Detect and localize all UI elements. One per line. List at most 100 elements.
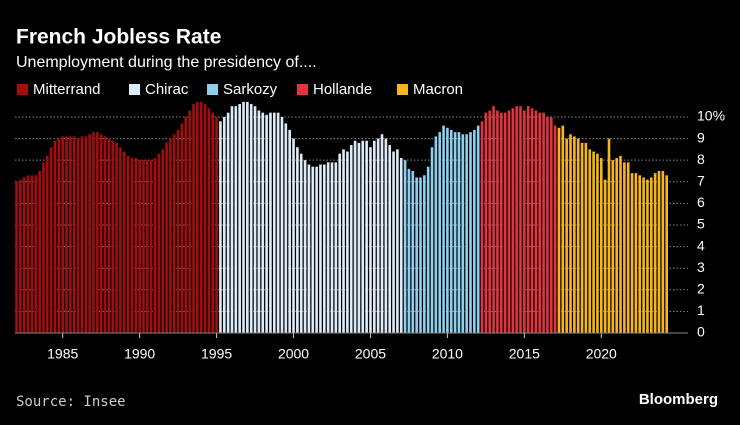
bar <box>380 134 384 333</box>
bar <box>419 177 422 333</box>
bar <box>61 136 65 333</box>
bar <box>249 104 253 333</box>
bar <box>57 138 61 333</box>
bar <box>542 112 545 334</box>
bar <box>615 158 618 333</box>
bar <box>473 129 476 333</box>
bar <box>396 149 399 333</box>
bar <box>196 101 199 333</box>
y-tick-label: 3 <box>697 259 705 275</box>
bar <box>311 166 315 333</box>
chart-title: French Jobless Rate <box>16 26 221 49</box>
bar <box>199 101 203 333</box>
x-tick-label: 1995 <box>201 346 232 362</box>
bar <box>280 116 284 334</box>
bar <box>192 104 195 333</box>
brand: Bloomberg <box>639 391 718 408</box>
bar <box>69 136 72 333</box>
y-tick-label: 9 <box>697 129 705 145</box>
bar <box>388 145 392 333</box>
bar <box>111 140 115 333</box>
bar <box>92 132 95 333</box>
bar <box>569 134 572 333</box>
bar <box>642 177 645 333</box>
bar <box>565 138 568 333</box>
bar <box>511 108 515 333</box>
bar <box>84 136 88 333</box>
bar <box>492 106 495 333</box>
x-tick-label: 2015 <box>509 346 540 362</box>
bar <box>42 162 45 333</box>
legend-label: Sarkozy <box>223 81 278 98</box>
bar <box>361 140 365 333</box>
y-tick-label: 2 <box>697 280 705 296</box>
y-tick-label: 1 <box>697 302 705 318</box>
bar <box>338 153 341 333</box>
bar <box>457 132 461 333</box>
legend-label: Chirac <box>145 81 189 98</box>
bar <box>580 142 584 333</box>
bar <box>649 177 653 333</box>
bar <box>619 155 622 333</box>
bar <box>561 125 565 333</box>
bar <box>588 149 592 333</box>
bar <box>665 175 668 333</box>
bar <box>257 110 261 334</box>
bar <box>138 160 141 333</box>
y-tick-label: 7 <box>697 172 705 188</box>
bar <box>523 110 526 334</box>
bar <box>242 101 245 333</box>
bar <box>365 140 368 333</box>
y-tick-label: 8 <box>697 151 705 167</box>
bar <box>292 138 295 333</box>
bar <box>557 127 561 333</box>
source: Source: Insee <box>16 394 126 410</box>
bar <box>207 108 211 333</box>
bar <box>657 170 661 333</box>
bar <box>203 104 207 333</box>
chart-subtitle: Unemployment during the presidency of...… <box>16 54 317 71</box>
bar <box>322 164 326 333</box>
bar <box>153 158 157 333</box>
bar <box>88 134 91 333</box>
bar <box>142 160 145 333</box>
bar <box>553 125 557 333</box>
bar <box>519 106 522 333</box>
bar <box>384 138 388 333</box>
bar <box>484 112 488 334</box>
bar <box>30 175 34 333</box>
y-tick-label: 10% <box>697 108 725 124</box>
bar <box>530 108 534 333</box>
bar <box>549 116 553 334</box>
bar <box>49 147 53 333</box>
bar <box>65 136 68 333</box>
bar <box>476 125 480 333</box>
bar <box>26 175 30 333</box>
bar <box>603 179 607 333</box>
bar <box>284 123 288 333</box>
bar <box>411 170 415 333</box>
legend-swatch <box>207 84 218 95</box>
bar <box>161 149 165 333</box>
x-tick-label: 2020 <box>586 346 617 362</box>
bar <box>238 104 241 333</box>
bar <box>392 151 395 333</box>
bar <box>176 129 180 333</box>
bar <box>130 158 134 333</box>
bar <box>272 112 276 334</box>
bar <box>430 147 434 333</box>
bar <box>576 138 580 333</box>
bar <box>634 173 638 333</box>
bar <box>596 153 599 333</box>
bar <box>107 138 111 333</box>
bar <box>80 136 84 333</box>
y-tick-label: 4 <box>697 237 705 253</box>
bar <box>103 136 107 333</box>
bar <box>76 138 80 333</box>
bar <box>22 177 26 333</box>
bar <box>503 112 507 334</box>
bar <box>234 106 238 333</box>
legend-swatch <box>297 84 308 95</box>
